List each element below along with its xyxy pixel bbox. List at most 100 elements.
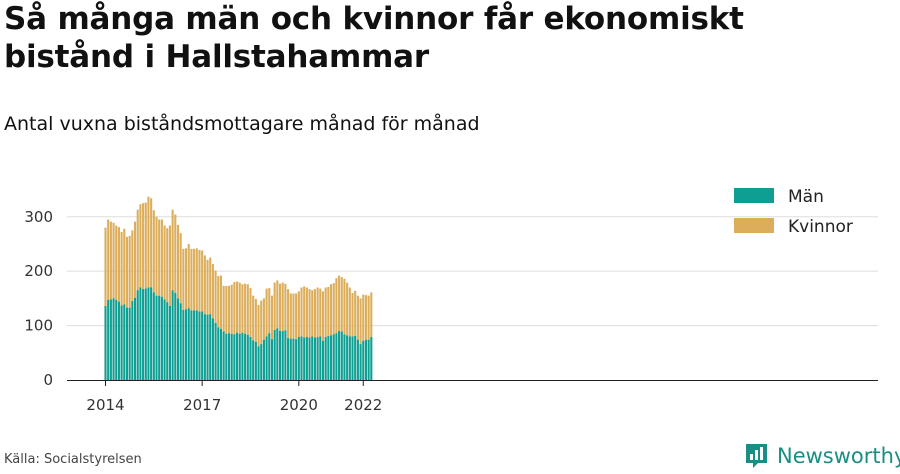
bar-man: [308, 337, 311, 380]
bar-kvinnor: [351, 292, 354, 337]
bar-kvinnor: [354, 290, 357, 336]
bar-man: [209, 314, 212, 380]
bar-kvinnor: [128, 235, 131, 308]
y-tick-label: 0: [43, 371, 53, 389]
bar-man: [348, 336, 351, 380]
bar-kvinnor: [230, 284, 233, 334]
bar-kvinnor: [356, 295, 359, 340]
bar-man: [319, 336, 322, 380]
bar-kvinnor: [179, 233, 182, 304]
bar-man: [163, 299, 166, 380]
bar-man: [109, 299, 112, 380]
bar-kvinnor: [150, 198, 153, 288]
bar-kvinnor: [136, 209, 139, 291]
bar-man: [117, 301, 120, 380]
bar-kvinnor: [117, 227, 120, 302]
bar-man: [297, 337, 300, 380]
bar-kvinnor: [142, 203, 145, 290]
bar-man: [236, 332, 239, 380]
bar-kvinnor: [316, 287, 319, 338]
bar-man: [287, 338, 290, 380]
x-tick-label: 2022: [344, 396, 382, 414]
bar-man: [123, 304, 126, 380]
bar-man: [120, 305, 123, 380]
bar-man: [144, 288, 147, 380]
bar-kvinnor: [319, 288, 322, 337]
bar-kvinnor: [155, 216, 158, 296]
bar-kvinnor: [225, 285, 228, 334]
x-tick-label: 2017: [183, 396, 221, 414]
bar-kvinnor: [244, 283, 247, 334]
bar-man: [295, 339, 298, 380]
bar-kvinnor: [187, 243, 190, 309]
bar-man: [115, 300, 118, 380]
bar-man: [179, 303, 182, 380]
bar-man: [346, 335, 349, 380]
bar-kvinnor: [340, 277, 343, 332]
bar-kvinnor: [206, 259, 209, 315]
bar-kvinnor: [254, 298, 257, 342]
bar-kvinnor: [171, 209, 174, 291]
bar-man: [136, 290, 139, 380]
bar-man: [241, 332, 244, 380]
bar-kvinnor: [289, 293, 292, 339]
bar-kvinnor: [265, 288, 268, 337]
bar-kvinnor: [300, 287, 303, 337]
bar-kvinnor: [193, 248, 196, 311]
bar-kvinnor: [297, 291, 300, 338]
y-tick-label: 200: [24, 262, 53, 280]
bar-man: [356, 339, 359, 380]
bar-man: [139, 287, 142, 380]
bar-kvinnor: [303, 286, 306, 338]
bar-kvinnor: [152, 210, 155, 293]
bar-kvinnor: [327, 286, 330, 336]
bar-man: [133, 297, 137, 380]
bar-man: [238, 333, 241, 380]
bar-kvinnor: [217, 276, 220, 328]
bar-kvinnor: [241, 284, 244, 333]
bar-man: [343, 334, 346, 380]
bar-kvinnor: [233, 282, 236, 335]
bar-man: [244, 333, 247, 380]
bar-kvinnor: [276, 280, 279, 329]
bar-man: [262, 339, 265, 380]
bar-kvinnor: [257, 304, 260, 347]
brand-logo[interactable]: Newsworthy: [744, 443, 900, 469]
bar-man: [171, 290, 174, 380]
bar-kvinnor: [313, 289, 316, 338]
bar-kvinnor: [321, 291, 325, 341]
bar-kvinnor: [284, 283, 287, 331]
y-axis: 0 100 200 300: [24, 208, 53, 389]
bar-man: [311, 336, 314, 380]
bar-kvinnor: [160, 219, 163, 297]
bar-kvinnor: [166, 228, 169, 303]
bar-kvinnor: [249, 288, 252, 338]
bar-kvinnor: [278, 283, 282, 332]
legend-swatch: [734, 188, 774, 203]
bar-man: [303, 337, 306, 380]
bar-man: [289, 338, 292, 380]
bar-kvinnor: [163, 225, 166, 300]
bar-kvinnor: [305, 287, 308, 338]
bar-kvinnor: [236, 281, 239, 333]
bar-man: [219, 328, 223, 380]
bar-man: [214, 322, 217, 380]
bar-kvinnor: [292, 293, 295, 339]
bar-kvinnor: [185, 248, 188, 310]
legend-swatch: [734, 218, 774, 233]
source-note: Källa: Socialstyrelsen: [4, 452, 142, 467]
bar-man: [174, 292, 177, 380]
bar-kvinnor: [198, 249, 201, 312]
bar-man: [370, 337, 373, 380]
bar-kvinnor: [104, 227, 107, 306]
bar-man: [185, 309, 188, 380]
bar-man: [313, 337, 316, 380]
bar-man: [128, 307, 131, 380]
bar-man: [225, 333, 228, 380]
bar-man: [155, 295, 158, 380]
bar-kvinnor: [158, 219, 161, 296]
bar-kvinnor: [370, 292, 373, 338]
chart-title: Så många män och kvinnor får ekonomiskt …: [4, 1, 744, 75]
bar-kvinnor: [174, 214, 177, 293]
